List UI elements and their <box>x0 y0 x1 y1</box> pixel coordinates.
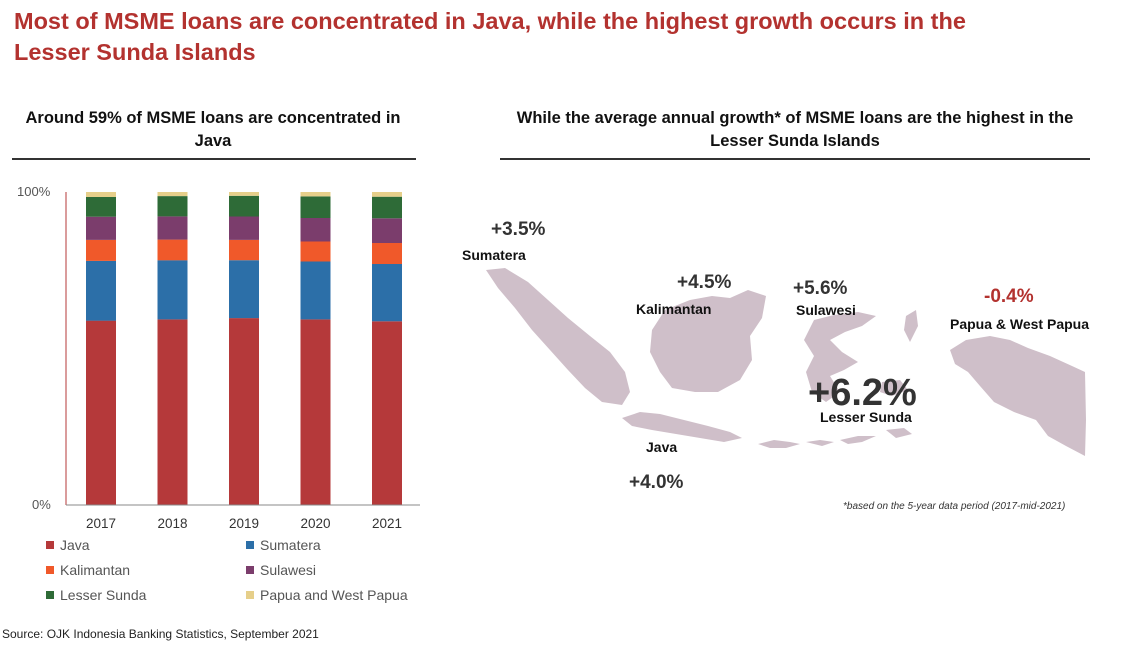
bar-2017-lesser-sunda <box>86 197 116 217</box>
bar-2020-sumatera <box>300 261 331 320</box>
bar-2017-kalimantan <box>86 239 116 261</box>
kalimantan-island <box>650 290 766 392</box>
bar-chart-divider <box>12 158 416 160</box>
map-divider <box>500 158 1090 160</box>
bar-2017-sumatera <box>86 260 116 321</box>
label-kalimantan: Kalimantan <box>636 301 711 317</box>
bar-2018-kalimantan <box>157 239 188 261</box>
growth-papua: -0.4% <box>984 286 1034 307</box>
growth-sumatera: +3.5% <box>491 219 546 240</box>
growth-java: +4.0% <box>629 472 684 493</box>
legend-swatch-sulawesi <box>246 566 254 574</box>
bar-2021-kalimantan <box>372 243 402 264</box>
bar-2019-java <box>229 318 259 505</box>
indonesia-map <box>486 268 1086 456</box>
legend-label-lesser-sunda: Lesser Sunda <box>60 587 147 603</box>
bar-2020-sulawesi <box>300 218 331 242</box>
footnote: *based on the 5-year data period (2017-m… <box>843 501 1066 512</box>
legend-item-java: Java <box>46 537 90 553</box>
bar-2021-lesser-sunda <box>372 196 402 219</box>
legend-label-java: Java <box>60 537 90 553</box>
y-tick-label-bottom: 0% <box>32 497 51 512</box>
legend-item-sulawesi: Sulawesi <box>246 562 316 578</box>
bar-2019-sumatera <box>229 260 259 319</box>
growth-sulawesi: +5.6% <box>793 278 848 299</box>
growth-lesser-sunda: +6.2% <box>808 372 917 414</box>
legend-swatch-sumatera <box>246 541 254 549</box>
map-subtitle: While the average annual growth* of MSME… <box>516 109 1074 150</box>
bar-2021-sumatera <box>372 264 402 322</box>
legend-item-papua: Papua and West Papua <box>246 587 408 603</box>
sumatera-island <box>486 268 630 405</box>
legend-swatch-lesser-sunda <box>46 591 54 599</box>
page-title: Most of MSME loans are concentrated in J… <box>14 8 966 65</box>
bar-2018-papua-and-west-papua <box>157 192 188 197</box>
bar-chart-subtitle: Around 59% of MSME loans are concentrate… <box>25 109 401 150</box>
legend-swatch-papua <box>246 591 254 599</box>
legend-swatch-java <box>46 541 54 549</box>
legend-swatch-kalimantan <box>46 566 54 574</box>
label-sumatera: Sumatera <box>462 247 526 263</box>
label-lesser-sunda: Lesser Sunda <box>820 409 912 425</box>
label-sulawesi: Sulawesi <box>796 302 856 318</box>
legend-label-sumatera: Sumatera <box>260 537 321 553</box>
bar-2019-papua-and-west-papua <box>229 192 259 196</box>
growth-kalimantan: +4.5% <box>677 272 732 293</box>
bar-2020-papua-and-west-papua <box>300 192 331 197</box>
maluku-island-north <box>904 310 918 342</box>
bar-2021-java <box>372 321 402 505</box>
bar-2017-java <box>86 320 116 505</box>
lesser-sunda-islands <box>758 428 912 448</box>
legend-label-kalimantan: Kalimantan <box>60 562 131 578</box>
bar-2018-lesser-sunda <box>157 196 188 217</box>
bar-2019-lesser-sunda <box>229 195 259 217</box>
bar-2021-papua-and-west-papua <box>372 192 402 197</box>
x-tick-labels: 2017 2018 2019 2020 2021 <box>86 516 402 531</box>
bar-2021-sulawesi <box>372 218 402 243</box>
bar-2017-papua-and-west-papua <box>86 192 116 197</box>
label-papua: Papua & West Papua <box>950 316 1089 332</box>
papua-island <box>950 336 1086 456</box>
x-tick-label-2020: 2020 <box>300 516 330 531</box>
legend-item-lesser-sunda: Lesser Sunda <box>46 587 146 603</box>
legend-label-sulawesi: Sulawesi <box>260 562 317 578</box>
bar-2020-java <box>300 319 331 505</box>
legend-item-sumatera: Sumatera <box>246 537 321 553</box>
label-java: Java <box>646 439 677 455</box>
x-tick-label-2019: 2019 <box>229 516 259 531</box>
bar-2018-sumatera <box>157 260 188 320</box>
y-tick-label-top: 100% <box>17 184 51 199</box>
x-tick-label-2017: 2017 <box>86 516 116 531</box>
x-tick-label-2021: 2021 <box>372 516 402 531</box>
map-growth-labels: +3.5% Sumatera +4.5% Kalimantan +5.6% Su… <box>462 219 1089 493</box>
bar-2018-sulawesi <box>157 216 188 240</box>
source-note: Source: OJK Indonesia Banking Statistics… <box>2 627 319 641</box>
bar-group <box>86 192 402 505</box>
bar-2019-kalimantan <box>229 239 259 261</box>
bar-2020-lesser-sunda <box>300 196 331 218</box>
legend-label-papua: Papua and West Papua <box>260 587 408 603</box>
sulawesi-island <box>804 312 876 402</box>
bar-2017-sulawesi <box>86 216 116 240</box>
maluku-island-south <box>880 380 908 396</box>
legend-item-kalimantan: Kalimantan <box>46 562 130 578</box>
bar-2020-kalimantan <box>300 241 331 262</box>
java-island <box>622 412 742 442</box>
x-tick-label-2018: 2018 <box>157 516 187 531</box>
bar-2018-java <box>157 319 188 505</box>
bar-2019-sulawesi <box>229 216 259 240</box>
